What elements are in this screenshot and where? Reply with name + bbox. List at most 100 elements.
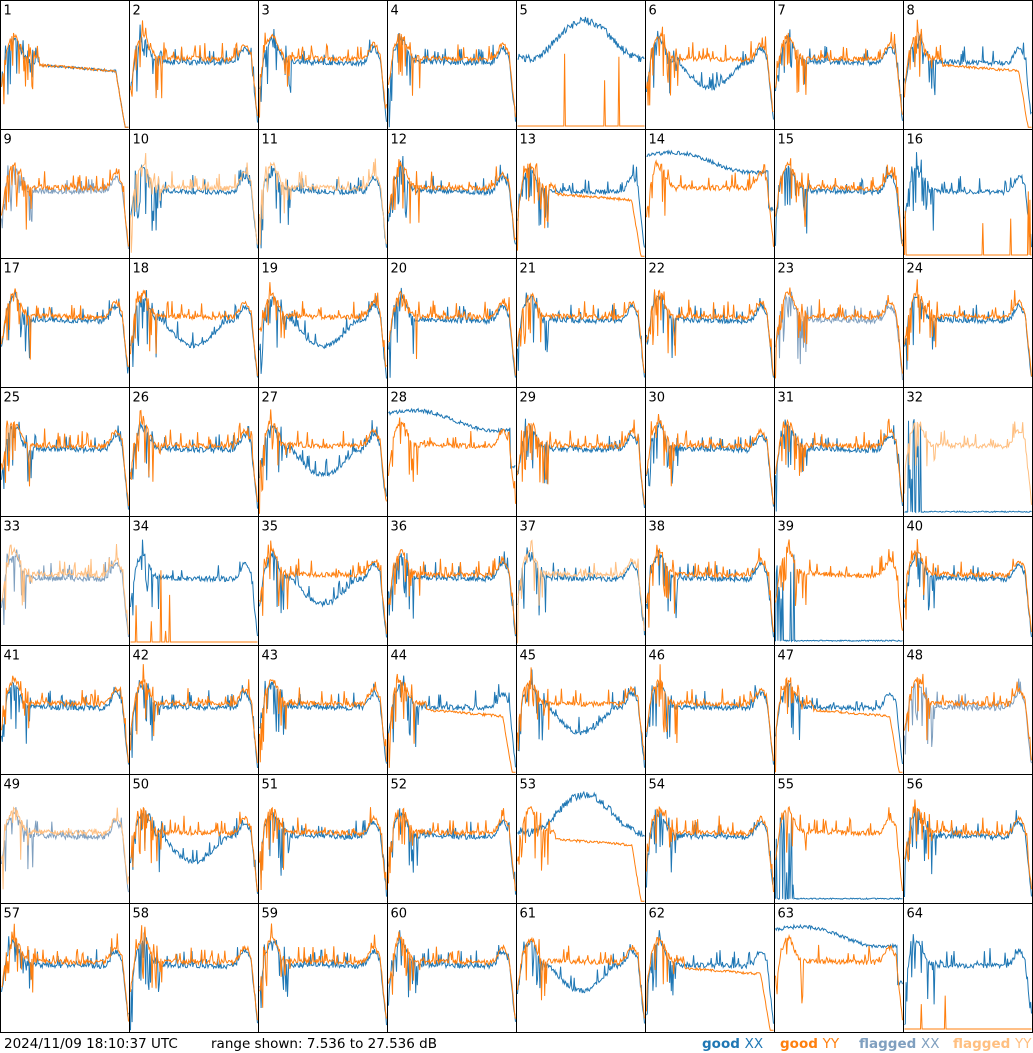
panel-label: 10: [133, 133, 150, 148]
series-xx-panel-48: [904, 678, 1032, 764]
panel-label: 56: [907, 778, 924, 793]
series-xx-panel-20: [388, 287, 516, 378]
panel-22: 22: [645, 258, 775, 388]
series-yy-panel-41: [1, 675, 129, 763]
panel-label: 55: [778, 778, 795, 793]
series-xx-panel-19: [259, 295, 387, 379]
series-yy-panel-5: [517, 53, 645, 127]
series-xx-panel-35: [259, 551, 387, 638]
series-xx-panel-40: [904, 552, 1032, 638]
series-yy-panel-29: [517, 419, 645, 505]
series-yy-panel-33: [1, 543, 129, 635]
panel-label: 5: [520, 4, 528, 19]
panel-label: 58: [133, 907, 150, 922]
series-xx-panel-10: [130, 164, 258, 249]
series-xx-panel-54: [646, 809, 774, 888]
panel-64: 64: [903, 903, 1033, 1033]
panel-label: 51: [262, 778, 279, 793]
series-yy-panel-44: [388, 673, 516, 773]
panel-label: 16: [907, 133, 924, 148]
series-xx-panel-56: [904, 808, 1032, 898]
legend-item-flagged-yy: flagged YY: [953, 1036, 1032, 1052]
panel-label: 59: [262, 907, 279, 922]
timestamp-label: 2024/11/09 18:10:37 UTC: [4, 1036, 178, 1052]
series-yy-panel-53: [517, 806, 645, 902]
series-yy-panel-13: [517, 162, 645, 257]
panel-label: 29: [520, 391, 537, 406]
series-yy-panel-54: [646, 805, 774, 893]
panel-label: 32: [907, 391, 924, 406]
series-yy-panel-2: [130, 20, 258, 117]
panel-label: 44: [391, 649, 408, 664]
series-yy-panel-22: [646, 289, 774, 376]
panel-label: 62: [649, 907, 666, 922]
series-yy-panel-24: [904, 279, 1032, 377]
panel-label: 54: [649, 778, 666, 793]
series-yy-panel-62: [646, 936, 774, 1031]
series-xx-panel-8: [904, 33, 1032, 115]
series-xx-panel-39: [775, 554, 903, 643]
panel-15: 15: [774, 129, 904, 259]
panel-label: 25: [4, 391, 21, 406]
series-xx-panel-34: [130, 539, 258, 637]
series-yy-panel-3: [259, 32, 387, 118]
panel-label: 45: [520, 649, 537, 664]
series-xx-panel-47: [775, 682, 903, 764]
series-yy-panel-23: [775, 287, 903, 379]
series-yy-panel-35: [259, 540, 387, 634]
series-xx-panel-16: [904, 152, 1032, 248]
series-xx-panel-49: [1, 807, 129, 893]
series-xx-panel-11: [259, 165, 387, 249]
panel-62: 62: [645, 903, 775, 1033]
panel-label: 35: [262, 520, 279, 535]
panel-58: 58: [129, 903, 259, 1033]
series-yy-panel-63: [775, 933, 903, 1021]
series-yy-panel-42: [130, 664, 258, 764]
series-yy-panel-27: [259, 409, 387, 514]
panel-label: 63: [778, 907, 795, 922]
series-yy-panel-45: [517, 667, 645, 761]
panel-label: 57: [4, 907, 21, 922]
series-xx-panel-25: [1, 421, 129, 510]
panel-label: 6: [649, 4, 657, 19]
series-yy-panel-30: [646, 414, 774, 505]
series-yy-panel-61: [517, 936, 645, 1019]
series-yy-panel-36: [388, 549, 516, 635]
series-xx-panel-14: [646, 149, 774, 213]
panel-label: 8: [907, 4, 915, 19]
series-xx-panel-32: [904, 419, 1032, 514]
series-yy-panel-59: [259, 923, 387, 1019]
panel-label: 9: [4, 133, 12, 148]
series-xx-panel-3: [259, 28, 387, 122]
series-yy-panel-34: [130, 570, 258, 643]
series-yy-panel-39: [775, 539, 903, 631]
series-yy-panel-21: [517, 292, 645, 374]
panel-63: 63: [774, 903, 904, 1033]
panel-label: 2: [133, 4, 141, 19]
series-yy-panel-40: [904, 539, 1032, 633]
series-yy-panel-46: [646, 664, 774, 762]
legend-item-good-yy: good YY: [780, 1036, 840, 1052]
panel-label: 12: [391, 133, 408, 148]
legend: good XX good YY flagged XX flagged YY: [702, 1036, 1032, 1052]
series-yy-panel-26: [130, 409, 258, 503]
series-xx-panel-55: [775, 812, 903, 901]
series-xx-panel-42: [130, 680, 258, 768]
panel-label: 33: [4, 520, 21, 535]
panel-label: 28: [391, 391, 408, 406]
series-yy-panel-37: [517, 539, 645, 644]
panel-label: 23: [778, 262, 795, 277]
series-yy-panel-20: [388, 290, 516, 376]
panel-label: 14: [649, 133, 666, 148]
series-yy-panel-50: [130, 807, 258, 892]
series-yy-panel-16: [904, 191, 1032, 256]
panel-label: 22: [649, 262, 666, 277]
series-yy-panel-25: [1, 420, 129, 506]
panel-label: 3: [262, 4, 270, 19]
panel-label: 26: [133, 391, 150, 406]
series-yy-panel-28: [388, 417, 516, 504]
panel-label: 34: [133, 520, 150, 535]
panel-label: 47: [778, 649, 795, 664]
series-yy-panel-32: [904, 421, 1032, 505]
